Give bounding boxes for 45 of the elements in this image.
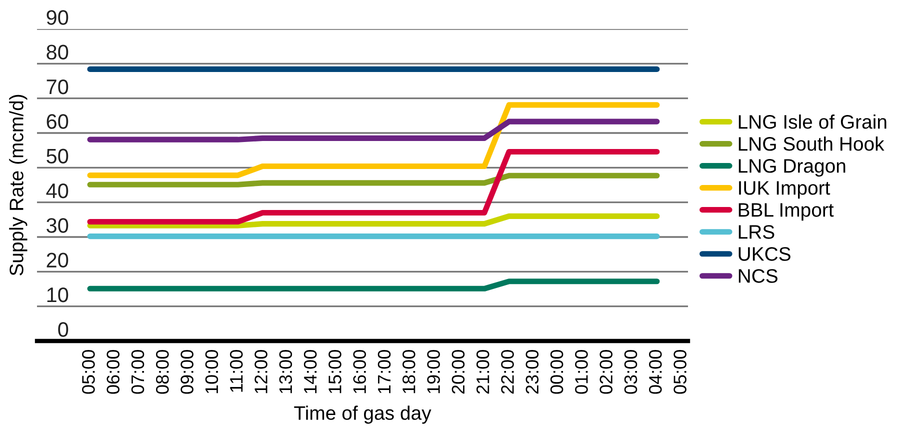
y-tick-label: 40	[46, 183, 68, 198]
legend-label: IUK Import	[739, 181, 830, 199]
x-tick-label: 13:00	[279, 350, 292, 394]
x-tick-label: 10:00	[205, 350, 218, 394]
y-tick-label: 60	[46, 114, 68, 129]
x-tick-label: 05:00	[674, 350, 686, 394]
x-tick-label: 21:00	[476, 350, 490, 394]
y-tick-label: 90	[46, 10, 68, 25]
legend-label: LNG Isle of Grain	[738, 114, 886, 129]
legend-label: LNG South Hook	[738, 136, 884, 151]
x-tick-label: 05:00	[82, 350, 95, 394]
x-tick-label: 16:00	[353, 350, 366, 394]
x-tick-label: 03:00	[624, 350, 638, 394]
y-tick-label: 70	[46, 79, 68, 94]
x-tick-label: 00:00	[550, 350, 564, 394]
x-tick-label: 19:00	[427, 350, 440, 394]
legend-label: NCS	[738, 269, 778, 283]
x-axis-title: Time of gas day	[294, 406, 432, 424]
legend-label: LRS	[738, 225, 774, 239]
x-tick-label: 08:00	[156, 350, 169, 394]
y-tick-label: 10	[47, 287, 68, 302]
x-tick-label: 02:00	[600, 350, 612, 394]
x-tick-label: 20:00	[452, 350, 465, 394]
legend-label: UKCS	[738, 247, 790, 261]
x-tick-label: 17:00	[378, 350, 391, 394]
y-tick-label: 50	[46, 148, 68, 164]
x-tick-label: 12:00	[254, 350, 268, 394]
x-tick-label: 07:00	[131, 350, 144, 394]
x-tick-label: 04:00	[649, 350, 662, 394]
y-tick-label: 80	[46, 44, 68, 60]
y-axis-title: Supply Rate (mcm/d)	[9, 94, 28, 276]
x-tick-label: 23:00	[526, 350, 539, 394]
y-tick-label: 20	[46, 252, 68, 268]
x-tick-label: 18:00	[402, 350, 416, 394]
x-tick-label: 15:00	[328, 350, 342, 394]
x-tick-label: 14:00	[304, 350, 317, 394]
x-tick-label: 22:00	[501, 350, 514, 394]
x-tick-label: 11:00	[230, 350, 243, 392]
legend-label: BBL Import	[738, 203, 834, 221]
x-tick-label: 09:00	[180, 350, 194, 394]
y-tick-label: 0	[58, 322, 68, 337]
x-tick-label: 06:00	[106, 350, 120, 394]
y-tick-label: 30	[46, 218, 68, 233]
legend-label: LNG Dragon	[738, 159, 846, 177]
x-tick-label: 01:00	[575, 350, 588, 394]
